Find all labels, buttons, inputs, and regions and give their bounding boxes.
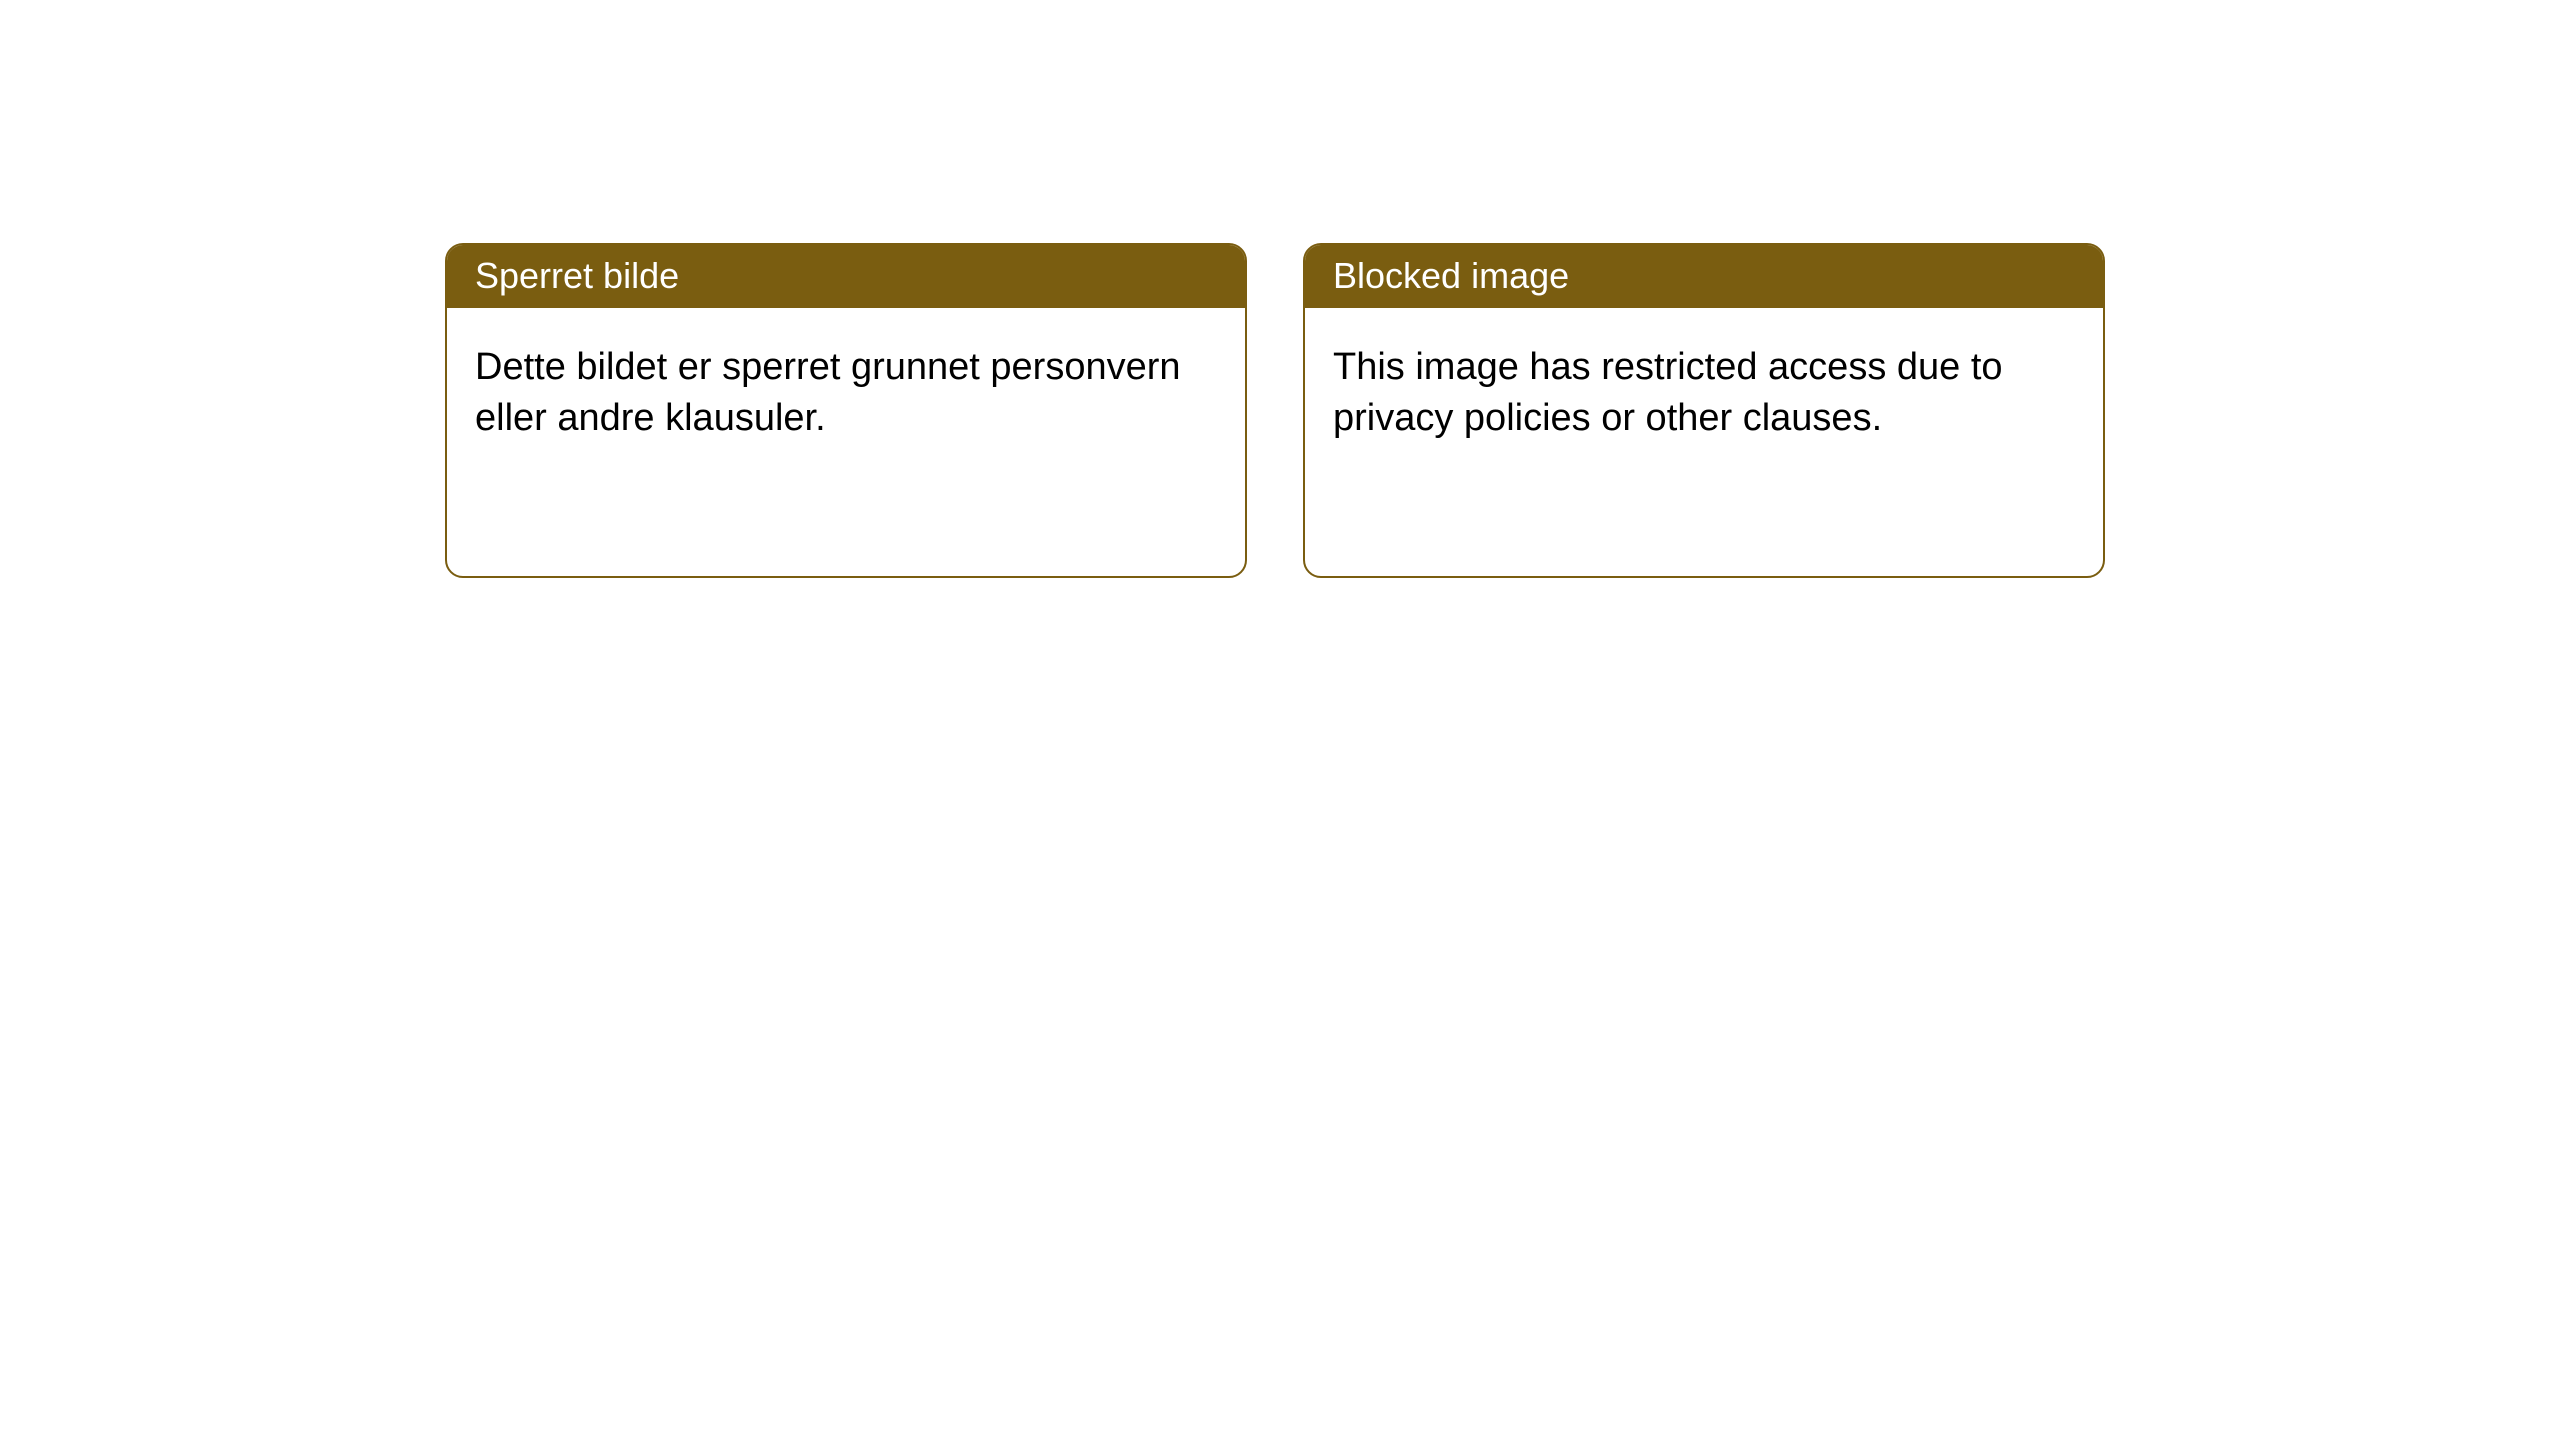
- notice-body: Dette bildet er sperret grunnet personve…: [447, 308, 1245, 473]
- notice-box-norwegian: Sperret bilde Dette bildet er sperret gr…: [445, 243, 1247, 578]
- notice-body: This image has restricted access due to …: [1305, 308, 2103, 473]
- notice-box-english: Blocked image This image has restricted …: [1303, 243, 2105, 578]
- notice-container: Sperret bilde Dette bildet er sperret gr…: [445, 243, 2105, 578]
- notice-title: Blocked image: [1305, 245, 2103, 308]
- notice-title: Sperret bilde: [447, 245, 1245, 308]
